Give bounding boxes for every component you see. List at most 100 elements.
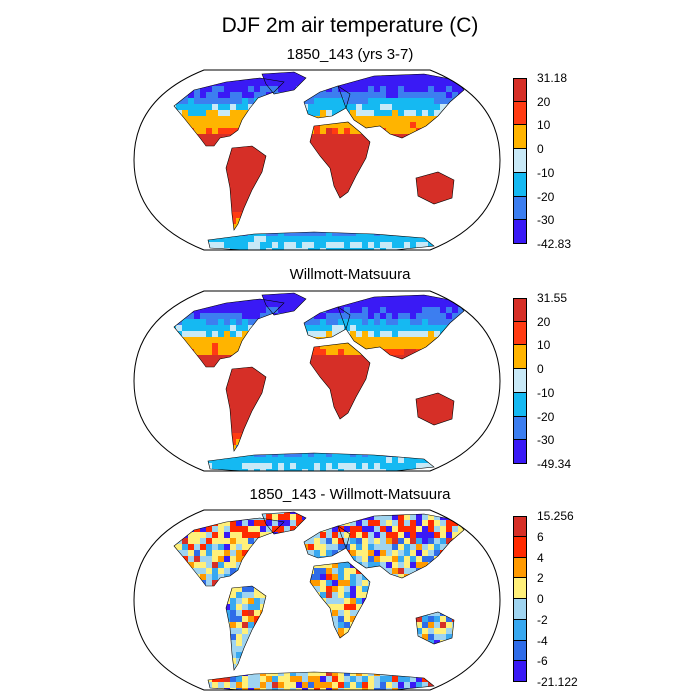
grid-cell [344, 152, 351, 159]
grid-cell [350, 580, 357, 587]
grid-cell [308, 544, 315, 551]
grid-cell [422, 176, 429, 183]
grid-cell [320, 104, 327, 111]
grid-cell [236, 176, 243, 183]
grid-cell [404, 562, 411, 569]
grid-cell [482, 307, 489, 314]
grid-cell [386, 562, 393, 569]
grid-cell [422, 514, 429, 521]
grid-cell [458, 72, 464, 75]
grid-cell [242, 586, 249, 593]
grid-cell [236, 206, 243, 213]
grid-cell [224, 331, 231, 338]
grid-cell [398, 104, 405, 111]
grid-cell [356, 331, 363, 338]
grid-cell [344, 325, 351, 332]
grid-cell [440, 469, 447, 471]
grid-cell [212, 307, 219, 314]
grid-cell [440, 104, 447, 111]
grid-cell [230, 86, 237, 93]
grid-cell [188, 469, 195, 471]
grid-cell [326, 349, 333, 356]
grid-cell [248, 457, 255, 464]
grid-cell [422, 403, 429, 410]
grid-cell [470, 307, 477, 314]
grid-cell [242, 463, 249, 470]
grid-cell [242, 604, 249, 611]
grid-cell [482, 319, 489, 326]
grid-cell [134, 289, 141, 296]
grid-cell [338, 319, 345, 326]
grid-cell [248, 98, 255, 105]
grid-cell [428, 176, 435, 183]
grid-cell [320, 538, 327, 545]
grid-cell [152, 520, 159, 527]
grid-cell [398, 532, 405, 539]
grid-cell [254, 152, 261, 159]
grid-cell [266, 520, 273, 527]
grid-cell [398, 568, 405, 575]
grid-cell [218, 532, 225, 539]
grid-cell [140, 86, 147, 93]
grid-cell [206, 140, 213, 147]
grid-cell [350, 568, 357, 575]
grid-cell [344, 403, 351, 410]
grid-cell [332, 616, 339, 623]
grid-cell [356, 598, 363, 605]
grid-cell [332, 610, 339, 617]
grid-cell [146, 236, 153, 243]
grid-cell [134, 218, 141, 225]
grid-cell [242, 367, 249, 374]
grid-cell [260, 463, 267, 470]
grid-cell [326, 110, 333, 117]
grid-cell [362, 104, 369, 111]
grid-cell [182, 72, 189, 75]
grid-cell [320, 98, 327, 105]
grid-cell [314, 451, 321, 458]
colorbar-label: -49.34 [537, 457, 572, 471]
grid-cell [188, 72, 195, 75]
grid-cell [404, 313, 411, 320]
grid-cell [320, 92, 327, 99]
grid-cell [434, 188, 441, 195]
grid-cell [488, 248, 495, 255]
grid-cell [482, 508, 489, 515]
grid-cell [332, 385, 339, 392]
grid-cell [212, 550, 219, 557]
grid-cell [320, 242, 327, 249]
grid-cell [350, 140, 357, 147]
grid-cell [182, 550, 189, 557]
grid-cell [152, 242, 159, 249]
grid-cell [224, 526, 231, 533]
grid-cell [164, 242, 171, 249]
grid-cell [176, 512, 183, 515]
grid-cell [266, 80, 273, 87]
grid-cell [416, 325, 423, 332]
grid-cell [392, 550, 399, 557]
grid-cell [332, 170, 339, 177]
grid-cell [398, 242, 405, 249]
grid-cell [332, 140, 339, 147]
grid-cell [404, 92, 411, 99]
grid-cell [314, 532, 321, 539]
grid-cell [152, 469, 159, 476]
grid-cell [422, 562, 429, 569]
grid-cell [176, 248, 183, 250]
grid-cell [188, 92, 195, 99]
grid-cell [404, 86, 411, 93]
grid-cell [212, 574, 219, 581]
grid-cell [452, 463, 459, 470]
grid-cell [416, 538, 423, 545]
grid-cell [332, 457, 339, 464]
grid-cell [368, 80, 375, 87]
grid-cell [356, 355, 363, 362]
grid-cell [410, 556, 417, 563]
grid-cell [344, 355, 351, 362]
grid-cell [470, 86, 477, 93]
grid-cell [278, 236, 285, 243]
grid-cell [410, 110, 417, 117]
grid-cell [296, 74, 303, 81]
grid-cell [428, 415, 435, 422]
grid-cell [332, 236, 339, 243]
grid-cell [284, 514, 291, 521]
